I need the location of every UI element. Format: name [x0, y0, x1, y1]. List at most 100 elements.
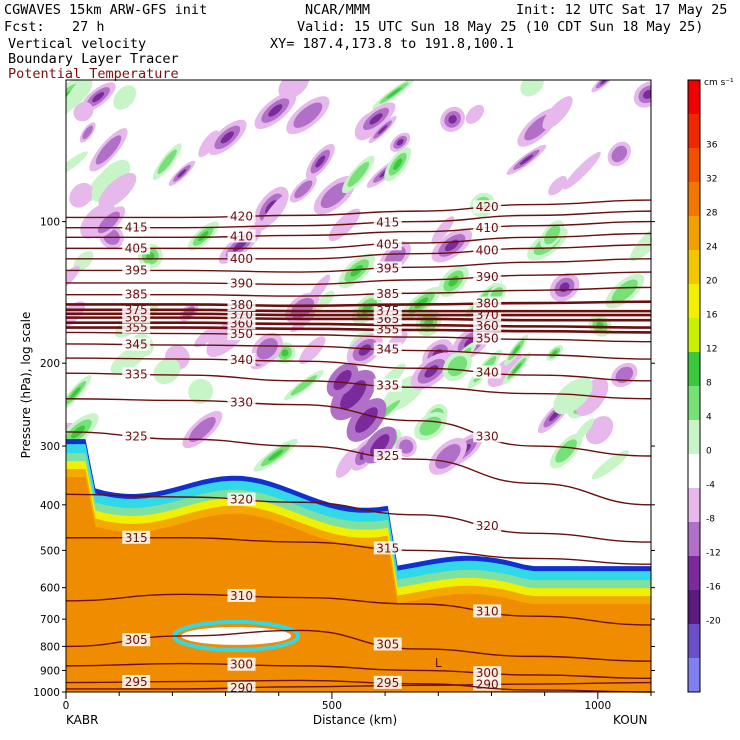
colorbar-tick-label: -12: [706, 549, 721, 559]
vv-blob: [448, 115, 457, 124]
theta-contour-320: [65, 493, 652, 543]
y-tick-label: 900: [40, 665, 60, 677]
colorbar-swatch: [688, 80, 700, 114]
vv-blob: [611, 145, 628, 163]
theta-label-390: 390: [476, 270, 499, 284]
colorbar-tick-label: 20: [706, 277, 718, 287]
colorbar-tick-label: -8: [706, 515, 715, 525]
theta-contour-295: [65, 679, 652, 693]
colorbar: 36 32 28 24 20 16 12 8 4 0 -4 -8 -12 -16 -20: [687, 79, 721, 693]
vv-blob: [542, 96, 573, 130]
vv-blob: [369, 113, 383, 125]
theta-label-420: 420: [476, 200, 499, 214]
theta-label-385: 385: [125, 288, 148, 302]
colorbar-swatch: [688, 182, 700, 216]
theta-contour-375: [66, 308, 651, 313]
theta-label-320: 320: [230, 493, 253, 507]
vv-blob: [293, 102, 323, 128]
valid-time: Valid: 15 UTC Sun 18 May 25 (10 CDT Sun …: [297, 19, 704, 35]
theta-contour-290: [65, 681, 652, 690]
y-tick-label: 1000: [33, 687, 60, 699]
colorbar-swatch: [688, 386, 700, 420]
theta-label-350: 350: [230, 327, 253, 341]
theta-label-315: 315: [376, 541, 399, 555]
theta-label-415: 415: [376, 216, 399, 230]
theta-label-400: 400: [230, 252, 253, 266]
theta-label-405: 405: [376, 237, 399, 251]
colorbar-tick-label: 32: [706, 175, 717, 185]
theta-contour-410: [65, 220, 652, 239]
vv-blob: [290, 297, 315, 319]
center-name: NCAR/MMM: [305, 2, 371, 18]
theta-label-300: 300: [476, 666, 499, 680]
vv-blob: [358, 344, 371, 356]
theta-label-395: 395: [376, 261, 399, 275]
theta-label-320: 320: [476, 519, 499, 533]
theta-label-340: 340: [476, 365, 499, 379]
vv-blob: [630, 224, 651, 262]
colorbar-swatch: [688, 590, 700, 624]
theta-label-395: 395: [125, 263, 148, 277]
theta-label-325: 325: [125, 429, 148, 443]
theta-label-420: 420: [230, 209, 253, 223]
init-time: Init: 12 UTC Sat 17 May 25: [516, 2, 728, 18]
theta-contour-325: [65, 431, 652, 506]
colorbar-swatch: [688, 624, 700, 658]
vv-blob: [544, 225, 561, 245]
vv-blob: [220, 131, 234, 144]
vv-blob: [259, 195, 287, 231]
colorbar-swatch: [688, 114, 700, 148]
theta-contour-355: [66, 326, 652, 334]
field-fills: [66, 80, 651, 692]
vv-blob: [465, 104, 485, 124]
vv-blob: [393, 158, 403, 171]
colorbar-swatch: [688, 658, 700, 692]
colorbar-tick-label: 24: [706, 243, 718, 253]
vv-blob: [194, 326, 219, 348]
vv-blob: [333, 370, 352, 390]
theta-label-335: 335: [376, 379, 399, 393]
vv-blob: [511, 363, 522, 374]
theta-label-385: 385: [376, 287, 399, 301]
left-endpoint-label: KABR: [66, 713, 98, 727]
vv-blob: [256, 338, 278, 360]
vv-blob: [268, 449, 284, 461]
vv-blob: [431, 216, 455, 244]
theta-contour-305: [65, 629, 652, 662]
x-tick-label: 1000: [584, 700, 611, 712]
theta-label-380: 380: [230, 298, 253, 312]
vv-blob: [157, 149, 177, 174]
y-tick-label: 600: [40, 583, 60, 595]
vv-blob: [177, 169, 187, 178]
vv-blob: [95, 135, 122, 165]
vv-blob: [290, 375, 318, 396]
colorbar-swatch: [688, 216, 700, 250]
vv-blob: [299, 336, 326, 365]
colorbar-tick-label: -4: [706, 481, 715, 491]
theta-contour-370: [66, 312, 651, 317]
vv-blob: [563, 151, 601, 190]
theta-contour-345: [65, 343, 652, 360]
colorbar-swatch: [688, 556, 700, 590]
vv-blob: [555, 439, 577, 463]
vv-blob: [399, 439, 414, 454]
vv-blob: [113, 85, 137, 110]
field-boundary-layer-tracer: Boundary Layer Tracer: [8, 51, 179, 67]
vv-blob: [315, 155, 326, 168]
theta-contour-350: [65, 331, 652, 343]
forecast-hours: 27 h: [72, 19, 105, 35]
theta-label-375: 375: [125, 303, 148, 317]
theta-label-410: 410: [476, 221, 499, 235]
theta-contour-380: [65, 300, 652, 308]
vv-blob: [281, 349, 289, 357]
theta-label-415: 415: [125, 221, 148, 235]
vv-blob: [548, 176, 568, 196]
colorbar-tick-label: 0: [706, 447, 712, 457]
vv-blob: [435, 444, 461, 469]
vv-blob: [91, 159, 131, 203]
theta-label-360: 360: [476, 319, 499, 333]
theta-label-295: 295: [125, 675, 148, 689]
x-tick-label: 0: [63, 700, 70, 712]
